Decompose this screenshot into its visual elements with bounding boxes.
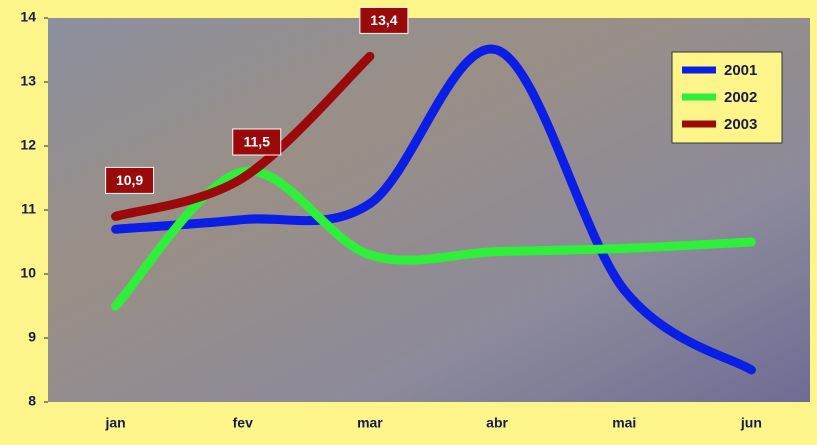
y-tick-label: 9 <box>28 329 36 345</box>
chart: 2001 2002 2003 8 9 10 11 12 13 14 jan fev mar abr mai… <box>0 0 817 440</box>
x-tick-label: jan <box>104 415 125 431</box>
y-tick-label: 10 <box>20 265 36 281</box>
y-tick-label: 13 <box>20 73 36 89</box>
legend: 2001 2002 2003 <box>672 52 782 143</box>
legend-label: 2001 <box>724 62 757 79</box>
y-tick-label: 11 <box>21 201 36 217</box>
legend-label: 2002 <box>724 89 757 106</box>
x-tick-label: mai <box>612 415 636 431</box>
data-label: 11,5 <box>244 134 271 150</box>
x-tick-label: fev <box>233 415 253 431</box>
data-label: 10,9 <box>116 172 143 188</box>
data-label: 13,4 <box>370 12 397 28</box>
x-tick-label: mar <box>357 415 383 431</box>
y-tick-label: 8 <box>28 393 36 409</box>
x-tick-label: jun <box>740 415 762 431</box>
y-tick-label: 14 <box>20 9 36 25</box>
y-tick-label: 12 <box>20 137 36 153</box>
x-tick-label: abr <box>486 415 508 431</box>
legend-label: 2003 <box>724 116 757 133</box>
